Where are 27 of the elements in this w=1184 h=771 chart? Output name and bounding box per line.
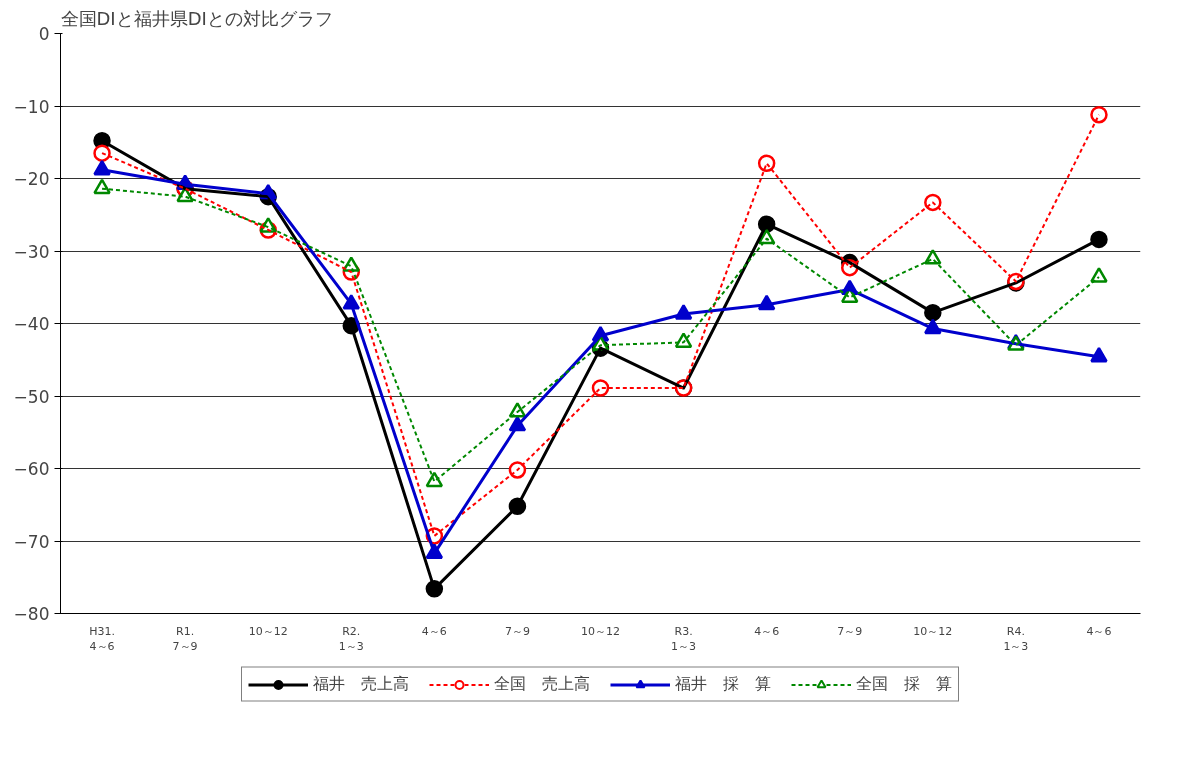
x-tick-label: H31. 4～6	[89, 624, 115, 654]
legend-label: 全国 売上高	[494, 673, 590, 695]
x-tick-label: R4. 1～3	[1003, 624, 1029, 654]
x-tick-label: R2. 1～3	[338, 624, 364, 654]
y-tick-label: −40	[13, 314, 50, 334]
chart-title: 全国DIと福井県DIとの対比グラフ	[60, 7, 333, 29]
legend-label: 福井 売上高	[313, 673, 409, 695]
x-tick-label: 4～6	[421, 624, 447, 638]
x-tick-label: 7～9	[504, 624, 530, 638]
y-tick-label: −50	[13, 386, 50, 407]
x-tick-label: 4～6	[754, 624, 780, 638]
legend-label: 全国 採 算	[856, 673, 952, 695]
y-tick-label: −10	[13, 96, 50, 117]
y-tick-label: −20	[13, 169, 50, 189]
y-tick-label: −80	[13, 604, 50, 624]
x-tick-label: 4～6	[1086, 624, 1112, 638]
y-tick-label: −60	[13, 459, 50, 479]
x-tick-label: R3. 1～3	[671, 624, 697, 654]
x-tick-label: 10～12	[913, 624, 953, 638]
x-tick-label: R1. 7～9	[172, 624, 198, 654]
x-tick-label: 10～12	[581, 624, 620, 638]
y-tick-label: 0	[38, 24, 50, 44]
y-tick-label: −70	[13, 531, 50, 552]
x-tick-label: 7～9	[837, 624, 863, 638]
x-tick-label: 10～12	[248, 624, 288, 638]
legend-label: 福井 採 算	[675, 673, 771, 695]
y-tick-label: −30	[13, 241, 50, 262]
